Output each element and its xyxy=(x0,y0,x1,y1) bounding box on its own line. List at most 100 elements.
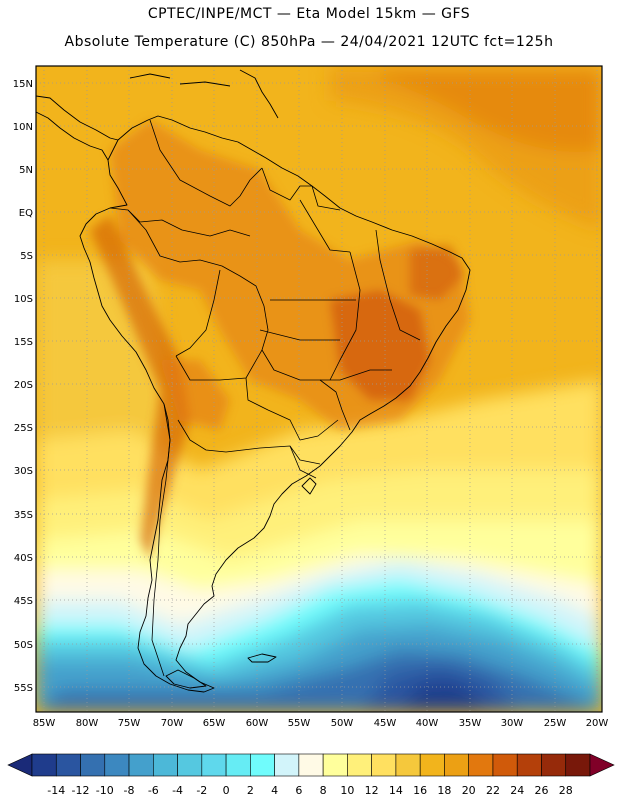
colorbar-swatch xyxy=(371,753,397,777)
coastlines xyxy=(36,69,471,693)
colorbar-swatch xyxy=(395,753,421,777)
colorbar-swatch xyxy=(322,753,348,777)
border-bolivia-south xyxy=(175,349,263,381)
colorbar-tick-label: -8 xyxy=(124,784,135,797)
chart-title-line1: CPTEC/INPE/MCT — Eta Model 15km — GFS xyxy=(147,6,471,22)
colorbar-swatch xyxy=(516,753,542,777)
lat-label: EQ xyxy=(19,208,33,219)
falklands xyxy=(247,653,277,663)
tierra-del-fuego xyxy=(165,669,207,689)
lon-label: 70W xyxy=(161,718,184,729)
colorbar-swatch xyxy=(274,753,300,777)
colorbar-swatch xyxy=(565,753,591,777)
lat-label: 15N xyxy=(13,79,33,90)
lat-label: 5N xyxy=(19,165,33,176)
lon-label: 35W xyxy=(459,718,482,729)
colorbar-swatch xyxy=(298,753,324,777)
colorbar-swatch xyxy=(153,753,178,777)
lat-label: 5S xyxy=(20,251,33,262)
lon-label: 75W xyxy=(118,718,141,729)
border-paraguay xyxy=(245,377,339,441)
border-uruguay xyxy=(289,445,317,479)
colorbar-tick-label: -2 xyxy=(196,784,207,797)
border-brazil-states-c xyxy=(329,251,361,381)
lon-label: 40W xyxy=(416,718,439,729)
colorbar-tick-label: 8 xyxy=(320,784,327,797)
map-frame xyxy=(35,65,603,713)
colorbar-swatch xyxy=(104,753,130,777)
colorbar-swatch xyxy=(177,753,203,777)
colorbar-swatch xyxy=(250,753,275,777)
colorbar-swatch xyxy=(31,753,57,777)
colorbar-swatch xyxy=(492,753,518,777)
lon-label: 55W xyxy=(288,718,311,729)
colorbar-tick-label: 10 xyxy=(340,784,354,797)
colorbar-tick-label: 0 xyxy=(223,784,230,797)
lon-label: 65W xyxy=(203,718,226,729)
border-colombia-peru xyxy=(127,209,251,237)
longitude-axis: 85W 80W 75W 70W 65W 60W 55W 50W 45W 40W … xyxy=(33,718,609,729)
colorbar-swatch xyxy=(225,753,251,777)
lat-label: 20S xyxy=(14,380,33,391)
lat-label: 10S xyxy=(14,294,33,305)
border-argentina-north xyxy=(177,419,321,465)
colorbar-tick-label: -10 xyxy=(96,784,114,797)
heat-brazil-highland xyxy=(330,290,430,400)
lon-label: 50W xyxy=(331,718,354,729)
field-cold7 xyxy=(400,682,485,712)
chart-title-line2: Absolute Temperature (C) 850hPa — 24/04/… xyxy=(64,34,554,50)
country-borders xyxy=(109,119,421,677)
border-brazil-west xyxy=(109,207,351,431)
colorbar-swatch xyxy=(444,753,469,777)
colorbar-tick-label: 26 xyxy=(534,784,548,797)
colorbar-swatch xyxy=(55,753,81,777)
colorbar-tick-label: 4 xyxy=(271,784,278,797)
colorbar-tick-label: 28 xyxy=(559,784,573,797)
colorbar-tick-label: 6 xyxy=(295,784,302,797)
continent-heat xyxy=(90,120,470,560)
border-guyana xyxy=(261,167,312,201)
border-brazil-states-n xyxy=(299,199,351,253)
colorbar-swatch xyxy=(201,753,227,777)
lon-label: 20W xyxy=(586,718,609,729)
border-brazil-states-ne xyxy=(375,229,421,341)
colorbar-swatch xyxy=(419,753,445,777)
border-venezuela-colombia xyxy=(149,119,263,207)
colorbar-under-arrow xyxy=(7,753,33,777)
colorbar-tick-label: -4 xyxy=(172,784,183,797)
heat-andes-west xyxy=(90,215,190,560)
lat-label: 35S xyxy=(14,510,33,521)
colorbar: -14 -12 -10 -8 -6 -4 -2 0 2 4 6 8 10 12 14 16 18 20 22 24 26… xyxy=(7,753,615,797)
colorbar-swatch xyxy=(80,753,106,777)
lon-label: 25W xyxy=(544,718,567,729)
lon-label: 45W xyxy=(374,718,397,729)
border-peru-bolivia xyxy=(175,269,221,357)
colorbar-tick-label: 18 xyxy=(437,784,451,797)
lat-label: 10N xyxy=(13,122,33,133)
lagoa-dos-patos xyxy=(301,477,317,495)
colorbar-tick-label: 20 xyxy=(462,784,476,797)
colorbar-tick-label: 2 xyxy=(247,784,254,797)
lon-label: 30W xyxy=(501,718,524,729)
colorbar-swatch xyxy=(347,753,372,777)
colorbar-tick-label: 12 xyxy=(365,784,379,797)
lat-label: 30S xyxy=(14,466,33,477)
colorbar-swatch xyxy=(128,753,154,777)
lon-label: 80W xyxy=(76,718,99,729)
colorbar-tick-label: 14 xyxy=(389,784,403,797)
lon-label: 85W xyxy=(33,718,56,729)
field-hot-atlantic xyxy=(380,70,602,152)
colorbar-tick-label: 24 xyxy=(510,784,524,797)
colorbar-tick-label: 22 xyxy=(486,784,500,797)
lat-label: 50S xyxy=(14,640,33,651)
lat-label: 25S xyxy=(14,423,33,434)
lat-label: 55S xyxy=(14,683,33,694)
lat-label: 45S xyxy=(14,596,33,607)
lat-label: 15S xyxy=(14,337,33,348)
caribbean-islands xyxy=(129,69,279,119)
colorbar-swatch xyxy=(468,753,494,777)
temperature-field xyxy=(36,66,602,712)
central-america-coast xyxy=(36,95,119,161)
border-chile-argentina xyxy=(151,403,171,677)
